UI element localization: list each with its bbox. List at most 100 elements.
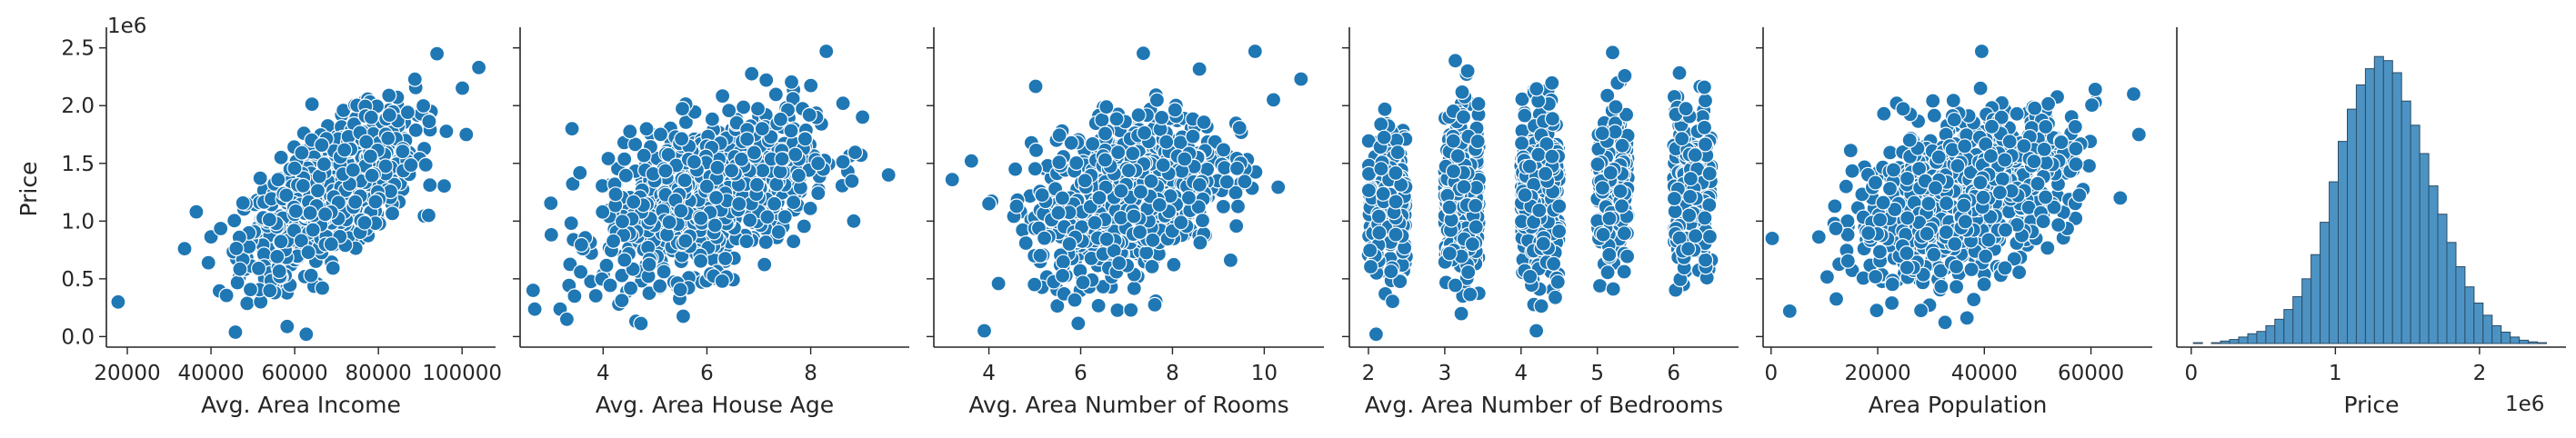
data-point	[377, 158, 394, 174]
data-point	[358, 134, 375, 150]
data-point	[2087, 81, 2103, 98]
data-point	[754, 121, 770, 137]
data-point	[1373, 116, 1389, 133]
y-tick-label: 2.0	[61, 95, 95, 118]
data-point	[1055, 254, 1071, 270]
data-point	[1054, 190, 1071, 206]
data-point	[1136, 124, 1153, 141]
data-point	[1617, 67, 1633, 85]
x-tick-label: 5	[1590, 362, 1604, 385]
data-point	[1027, 78, 1044, 95]
data-point	[661, 214, 677, 231]
data-point	[1594, 180, 1611, 196]
data-point	[2068, 156, 2084, 173]
data-point	[1027, 276, 1043, 293]
data-point	[242, 282, 259, 298]
data-point	[622, 124, 638, 140]
data-point	[767, 86, 784, 103]
data-point	[1113, 210, 1129, 226]
data-point	[213, 220, 229, 237]
data-point	[458, 126, 475, 143]
data-point	[774, 151, 790, 167]
data-point	[269, 248, 286, 264]
data-point	[304, 95, 320, 113]
data-point	[1091, 190, 1108, 206]
data-point	[796, 218, 812, 234]
data-point	[1158, 134, 1175, 150]
data-point	[1067, 292, 1083, 308]
data-point	[673, 203, 689, 219]
chart-marks	[525, 43, 897, 332]
data-point	[990, 275, 1007, 292]
data-point	[675, 308, 692, 324]
x-tick-label: 4	[982, 362, 996, 385]
data-point	[1895, 101, 1911, 117]
data-point	[303, 267, 319, 284]
data-point	[2071, 187, 2088, 204]
data-point	[218, 287, 235, 304]
data-point	[626, 194, 642, 210]
data-point	[749, 101, 767, 117]
chart-marks	[944, 43, 1309, 339]
data-point	[1601, 210, 1618, 226]
data-point	[1529, 81, 1545, 97]
data-point	[1108, 111, 1125, 127]
data-point	[1697, 136, 1714, 153]
x-tick-label: 8	[1166, 362, 1179, 385]
data-point	[674, 100, 691, 117]
data-point	[1997, 222, 2014, 238]
data-point	[1666, 190, 1683, 207]
data-point	[1126, 280, 1142, 296]
data-point	[657, 163, 674, 179]
data-point	[1377, 101, 1393, 117]
data-point	[1827, 198, 1843, 214]
data-point	[356, 214, 373, 231]
data-point	[1054, 267, 1071, 284]
data-point	[1959, 310, 1975, 326]
data-point	[1051, 127, 1067, 144]
data-point	[1445, 133, 1461, 149]
data-point	[587, 287, 604, 304]
data-point	[1545, 255, 1562, 272]
data-point	[766, 195, 783, 212]
x-tick-label: 8	[804, 362, 817, 385]
data-point	[2038, 189, 2054, 205]
data-point	[707, 217, 723, 234]
data-point	[1194, 213, 1211, 229]
data-point	[1360, 182, 1378, 199]
data-point	[1682, 171, 1699, 187]
data-point	[1517, 107, 1533, 124]
data-point	[367, 194, 384, 210]
data-point	[294, 144, 310, 161]
data-point	[770, 224, 787, 240]
data-point	[1131, 224, 1148, 240]
x-tick-label: 100000	[422, 362, 502, 385]
data-point	[1468, 219, 1484, 235]
data-point	[783, 123, 799, 139]
data-point	[1604, 45, 1621, 61]
chart-marks	[1360, 45, 1719, 343]
data-point	[2084, 96, 2100, 114]
data-point	[262, 283, 278, 299]
data-point	[558, 311, 576, 327]
data-point	[738, 234, 755, 250]
data-point	[1109, 302, 1126, 318]
data-point	[1899, 245, 1915, 262]
data-point	[1061, 235, 1078, 253]
data-point	[2011, 264, 2028, 281]
data-point	[1460, 264, 1477, 281]
data-point	[1926, 246, 1942, 263]
data-point	[2036, 141, 2052, 157]
x-axis-label: Avg. Area Number of Bedrooms	[1365, 392, 1723, 418]
data-point	[1869, 303, 1885, 319]
x-tick-label: 40000	[177, 362, 244, 385]
data-point	[1196, 114, 1212, 131]
data-point	[429, 45, 446, 62]
data-point	[2027, 100, 2043, 116]
data-point	[1828, 291, 1845, 307]
data-point	[239, 295, 256, 312]
data-point	[677, 233, 694, 249]
